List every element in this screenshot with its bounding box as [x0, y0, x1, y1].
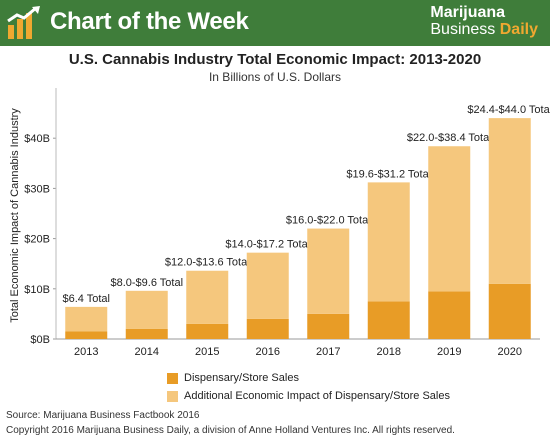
y-tick-label: $10B — [24, 284, 50, 296]
brand-logo: Marijuana Business Daily — [430, 4, 538, 38]
brand-name-line2: Business Daily — [430, 21, 538, 38]
y-tick-label: $40B — [24, 133, 50, 145]
bar-dispensary — [428, 291, 471, 339]
chart-subtitle: In Billions of U.S. Dollars — [208, 70, 342, 84]
total-label: $12.0-$13.6 Total — [165, 257, 250, 269]
banner-title: Chart of the Week — [50, 8, 249, 35]
bar-dispensary — [186, 323, 229, 339]
y-tick-label: $0B — [30, 334, 50, 346]
bar-dispensary — [367, 301, 410, 339]
bar-additional — [186, 270, 229, 324]
legend-label-dispensary: Dispensary/Store Sales — [184, 372, 299, 384]
total-label: $14.0-$17.2 Total — [225, 239, 310, 251]
legend-label-additional: Additional Economic Impact of Dispensary… — [184, 390, 450, 402]
total-label: $16.0-$22.0 Total — [286, 215, 371, 227]
x-tick-label: 2014 — [135, 346, 159, 358]
header-banner: Chart of the Week Marijuana Business Dai… — [0, 0, 550, 46]
x-tick-label: 2016 — [256, 346, 280, 358]
total-label: $24.4-$44.0 Total — [467, 104, 550, 116]
total-label: $6.4 Total — [62, 293, 110, 305]
bar-additional — [367, 182, 410, 302]
bar-additional — [246, 252, 289, 319]
bar-additional — [488, 118, 531, 284]
bar-dispensary — [125, 328, 168, 339]
x-tick-label: 2017 — [316, 346, 340, 358]
x-tick-label: 2013 — [74, 346, 98, 358]
y-axis-label: Total Economic Impact of Cannabis Indust… — [9, 108, 21, 323]
bar-dispensary — [246, 318, 289, 339]
bar-dispensary — [307, 313, 350, 339]
total-label: $22.0-$38.4 Total — [407, 132, 492, 144]
bar-additional — [307, 228, 350, 314]
total-label: $19.6-$31.2 Total — [346, 168, 431, 180]
bar-dispensary — [488, 283, 531, 339]
y-tick-label: $30B — [24, 183, 50, 195]
x-tick-label: 2019 — [437, 346, 461, 358]
bar-additional — [428, 146, 471, 292]
brand-business: Business — [430, 21, 496, 38]
legend-swatch-additional — [167, 391, 178, 402]
source-note: Source: Marijuana Business Factbook 2016 — [6, 410, 200, 421]
bar-dispensary — [65, 331, 108, 339]
total-label: $8.0-$9.6 Total — [110, 277, 183, 289]
brand-name-line1: Marijuana — [430, 4, 506, 21]
x-tick-label: 2018 — [377, 346, 401, 358]
bar-additional — [65, 306, 108, 332]
x-tick-label: 2020 — [498, 346, 522, 358]
copyright-note: Copyright 2016 Marijuana Business Daily,… — [6, 425, 455, 436]
x-tick-label: 2015 — [195, 346, 219, 358]
bar-chart-arrow-icon — [7, 6, 40, 39]
bar-additional — [125, 290, 168, 329]
legend-swatch-dispensary — [167, 373, 178, 384]
brand-daily: Daily — [499, 21, 538, 38]
y-tick-label: $20B — [24, 234, 50, 246]
chart-title: U.S. Cannabis Industry Total Economic Im… — [68, 51, 482, 68]
